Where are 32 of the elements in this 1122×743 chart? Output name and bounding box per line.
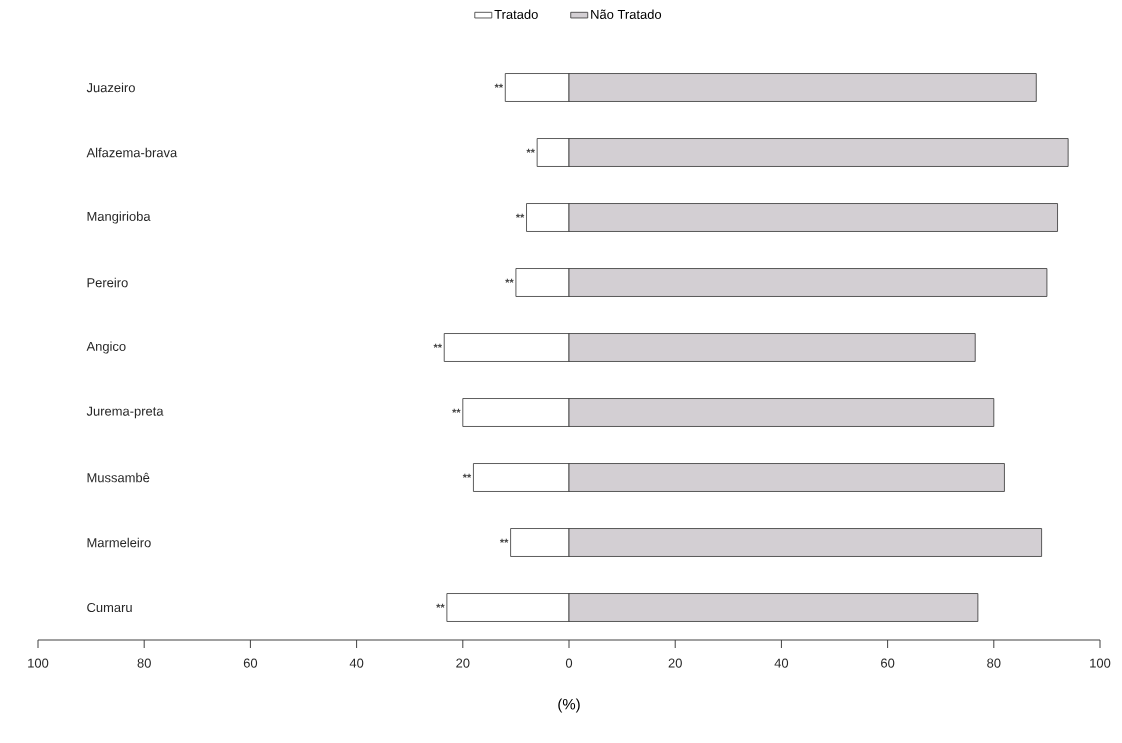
x-tick-label: 0 [565, 658, 573, 668]
y-tick-label: Alfazema-brava [86, 147, 178, 158]
legend-label: Não Tratado [591, 9, 662, 19]
x-tick-label: 20 [456, 658, 470, 668]
legend-label: Tratado [494, 9, 538, 19]
y-tick-label: Angico [86, 341, 126, 354]
x-tick-label: 60 [881, 658, 895, 668]
annotation: ** [436, 603, 445, 608]
annotation: ** [505, 278, 514, 283]
annotation: ** [494, 83, 504, 88]
annotation: ** [462, 473, 472, 478]
y-tick-label: Cumaru [87, 602, 132, 613]
y-tick-label: Pereiro [87, 277, 128, 288]
y-tick-label: Jurema-preta [86, 406, 164, 419]
y-tick-label: Mussambê [87, 472, 150, 483]
x-tick-label: 80 [987, 658, 1001, 668]
x-tick-label: 100 [28, 658, 49, 668]
y-tick-label: Mangirioba [87, 211, 151, 224]
x-tick-label: 80 [137, 658, 151, 668]
x-tick-label: 40 [349, 658, 364, 668]
annotation: ** [433, 343, 442, 348]
x-tick-label: 60 [243, 658, 258, 668]
y-tick-label: Marmeleiro [87, 537, 151, 548]
x-tick-label: 20 [668, 658, 682, 668]
x-axis-title: (%) [558, 698, 580, 713]
y-tick-label: Juazeiro [86, 82, 135, 93]
x-tick-label: 40 [774, 658, 789, 668]
annotation: ** [452, 408, 461, 413]
x-tick-label: 100 [1090, 658, 1111, 668]
annotation: ** [499, 538, 509, 543]
annotation: ** [515, 213, 525, 218]
annotation: ** [526, 148, 535, 153]
